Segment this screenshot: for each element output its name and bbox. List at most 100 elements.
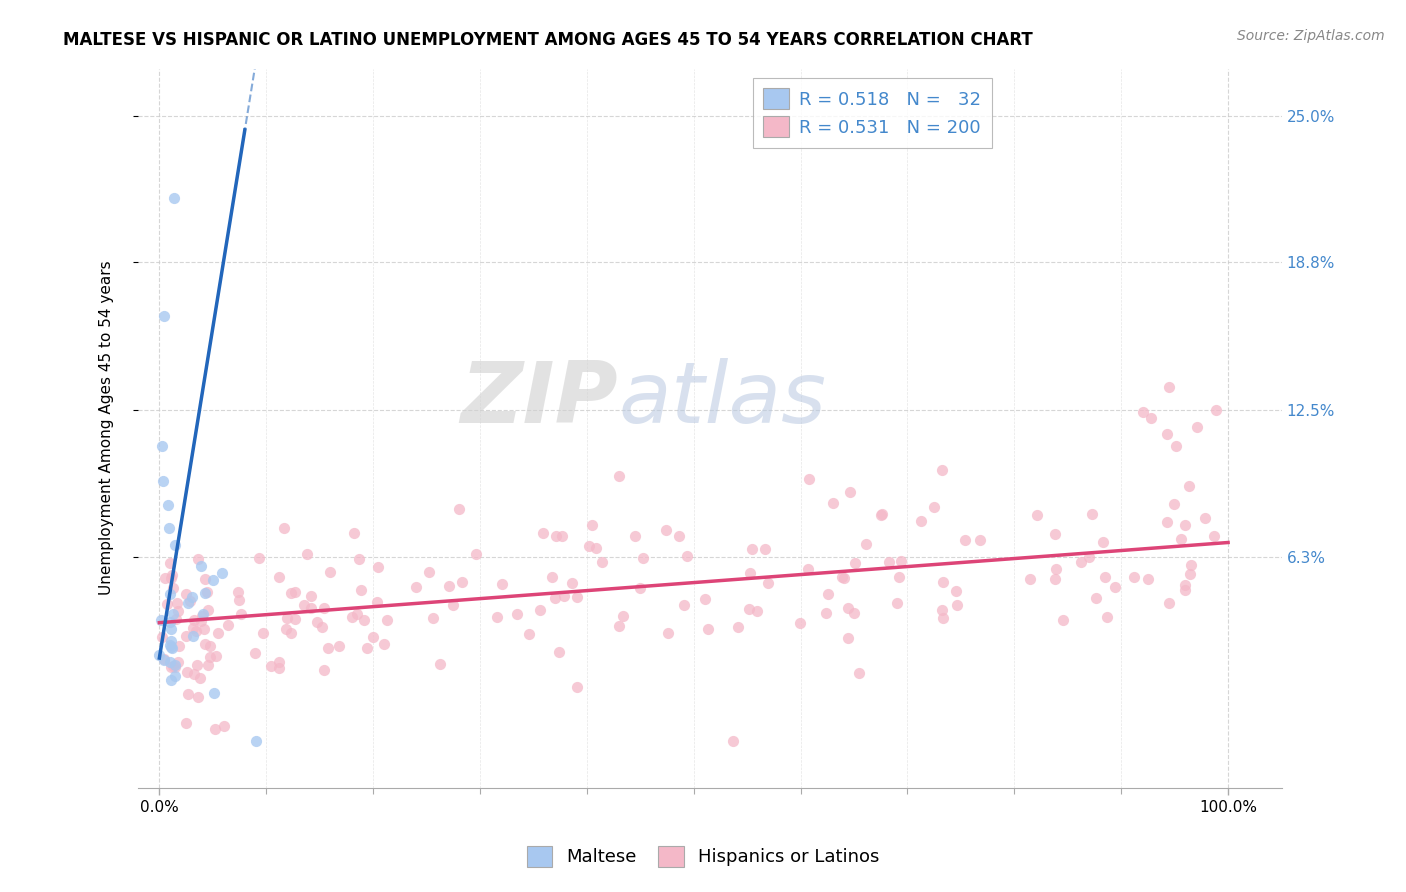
Point — [789, 616, 811, 631]
Point — [190, 614, 212, 628]
Point — [1104, 580, 1126, 594]
Point — [870, 507, 893, 521]
Point — [162, 641, 184, 656]
Point — [676, 549, 699, 563]
Point — [280, 586, 302, 600]
Point — [198, 639, 221, 653]
Point — [180, 590, 202, 604]
Point — [194, 637, 217, 651]
Point — [1157, 596, 1180, 610]
Point — [623, 529, 645, 543]
Point — [186, 624, 208, 638]
Point — [946, 598, 969, 612]
Point — [205, 648, 228, 663]
Point — [553, 589, 575, 603]
Point — [1043, 573, 1066, 587]
Legend: Maltese, Hispanics or Latinos: Maltese, Hispanics or Latinos — [517, 837, 889, 876]
Point — [343, 526, 366, 541]
Point — [631, 551, 654, 566]
Point — [1185, 420, 1208, 434]
Point — [1052, 613, 1074, 627]
Point — [160, 571, 183, 585]
Point — [197, 602, 219, 616]
Point — [167, 604, 190, 618]
Point — [1174, 583, 1197, 598]
Point — [1180, 558, 1202, 572]
Point — [214, 719, 236, 733]
Point — [529, 603, 551, 617]
Point — [157, 521, 180, 535]
Point — [159, 615, 181, 630]
Point — [340, 610, 363, 624]
Point — [299, 600, 322, 615]
Point — [741, 541, 763, 556]
Point — [1156, 427, 1178, 442]
Point — [217, 618, 239, 632]
Point — [551, 529, 574, 543]
Point — [447, 502, 470, 516]
Point — [1045, 562, 1067, 576]
Point — [823, 496, 845, 510]
Point — [567, 590, 589, 604]
Point — [797, 562, 820, 576]
Point — [738, 566, 761, 580]
Point — [1043, 527, 1066, 541]
Point — [346, 607, 368, 621]
Point — [197, 657, 219, 672]
Point — [190, 559, 212, 574]
Point — [167, 639, 190, 653]
Point — [280, 626, 302, 640]
Point — [314, 601, 336, 615]
Point — [198, 649, 221, 664]
Point — [547, 645, 569, 659]
Point — [422, 610, 444, 624]
Point — [156, 597, 179, 611]
Point — [153, 652, 176, 666]
Point — [1077, 550, 1099, 565]
Point — [1174, 517, 1197, 532]
Point — [519, 626, 541, 640]
Point — [247, 550, 270, 565]
Point — [186, 690, 208, 705]
Point — [727, 620, 749, 634]
Point — [231, 607, 253, 621]
Point — [1070, 555, 1092, 569]
Point — [153, 571, 176, 585]
Point — [831, 569, 853, 583]
Text: ZIP: ZIP — [461, 358, 619, 441]
Point — [931, 463, 953, 477]
Point — [366, 594, 388, 608]
Text: Source: ZipAtlas.com: Source: ZipAtlas.com — [1237, 29, 1385, 43]
Point — [754, 541, 776, 556]
Point — [567, 680, 589, 694]
Point — [910, 514, 932, 528]
Point — [607, 619, 630, 633]
Point — [162, 607, 184, 622]
Point — [1205, 403, 1227, 417]
Point — [1163, 497, 1185, 511]
Point — [581, 518, 603, 533]
Point — [1140, 410, 1163, 425]
Point — [870, 508, 893, 522]
Point — [276, 610, 298, 624]
Point — [1136, 572, 1159, 586]
Point — [165, 612, 187, 626]
Point — [284, 612, 307, 626]
Point — [181, 621, 204, 635]
Point — [160, 640, 183, 655]
Point — [243, 646, 266, 660]
Point — [177, 687, 200, 701]
Point — [1097, 610, 1119, 624]
Text: MALTESE VS HISPANIC OR LATINO UNEMPLOYMENT AMONG AGES 45 TO 54 YEARS CORRELATION: MALTESE VS HISPANIC OR LATINO UNEMPLOYME… — [63, 31, 1033, 49]
Point — [163, 657, 186, 672]
Point — [284, 584, 307, 599]
Point — [211, 566, 233, 581]
Point — [405, 580, 427, 594]
Point — [756, 576, 779, 591]
Point — [159, 638, 181, 652]
Point — [245, 733, 267, 747]
Point — [193, 622, 215, 636]
Point — [194, 585, 217, 599]
Point — [655, 523, 678, 537]
Point — [1204, 529, 1226, 543]
